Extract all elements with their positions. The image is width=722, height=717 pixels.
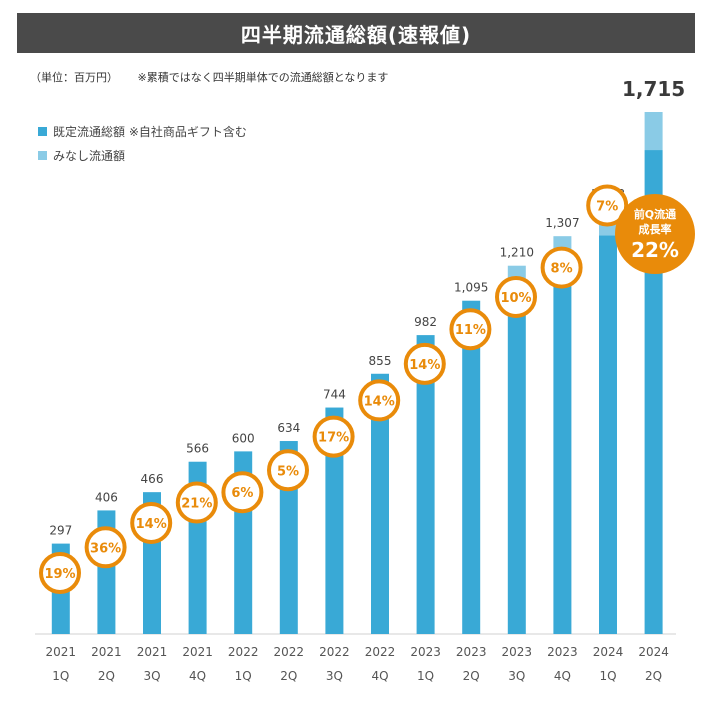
bar-value-label: 1,095 xyxy=(454,281,488,295)
growth-rate-label: 36% xyxy=(90,541,121,556)
growth-rate-label: 11% xyxy=(455,323,486,338)
unit-label: （単位：百万円） xyxy=(30,71,118,84)
callout-value: 22% xyxy=(631,238,679,262)
bar-value-label: 566 xyxy=(186,442,209,456)
legend-swatch-standard xyxy=(38,126,47,136)
legend-item-deemed: みなし流通額 xyxy=(38,145,247,165)
growth-badge xyxy=(495,275,537,318)
bar-value-label: 744 xyxy=(323,388,346,402)
callout-line2: 成長率 xyxy=(639,222,672,236)
legend-label-standard: 既定流通総額 ※自社商品ギフト含む xyxy=(53,124,247,139)
x-tick-quarter: 1Q xyxy=(417,669,434,683)
bar-value-label: 406 xyxy=(95,490,118,504)
x-tick-year: 2024 xyxy=(593,645,624,659)
x-tick-year: 2022 xyxy=(319,645,350,659)
growth-badge xyxy=(130,501,173,544)
x-tick-year: 2023 xyxy=(410,645,441,659)
bar-value-label: 855 xyxy=(369,354,392,368)
bar-standard xyxy=(325,407,344,634)
chart-title: 四半期流通総額(速報値) xyxy=(17,13,695,53)
growth-badge xyxy=(84,526,127,569)
growth-rate-label: 19% xyxy=(44,567,75,582)
x-tick-year: 2022 xyxy=(274,645,305,659)
bar-standard xyxy=(416,335,435,634)
growth-rate-label: 14% xyxy=(136,517,167,532)
growth-rate-label: 7% xyxy=(596,199,618,214)
x-tick-year: 2021 xyxy=(137,645,168,659)
x-tick-quarter: 4Q xyxy=(371,669,388,683)
bar-standard xyxy=(507,283,526,634)
x-tick-quarter: 1Q xyxy=(52,669,69,683)
bar-deemed xyxy=(644,112,663,151)
growth-badge xyxy=(312,415,355,458)
legend-item-standard: 既定流通総額 ※自社商品ギフト含む xyxy=(38,121,247,141)
x-tick-quarter: 1Q xyxy=(235,669,252,683)
bar-value-label: 1,307 xyxy=(545,216,579,230)
x-tick-year: 2022 xyxy=(365,645,396,659)
growth-rate-label: 6% xyxy=(231,486,253,501)
x-tick-year: 2022 xyxy=(228,645,259,659)
bar-standard xyxy=(371,373,389,634)
x-tick-year: 2023 xyxy=(502,645,533,659)
bar-value-label: 1,210 xyxy=(500,246,534,260)
bar-value-label: 982 xyxy=(414,315,437,329)
growth-rate-label: 14% xyxy=(364,394,395,409)
x-tick-year: 2024 xyxy=(638,645,669,659)
x-tick-quarter: 1Q xyxy=(599,669,616,683)
bar-standard xyxy=(462,300,481,634)
bar-value-label: 297 xyxy=(49,524,72,538)
bar-value-label: 634 xyxy=(277,421,300,435)
growth-badge xyxy=(267,449,309,492)
growth-badge xyxy=(358,379,401,422)
legend-label-deemed: みなし流通額 xyxy=(53,148,126,163)
x-tick-year: 2023 xyxy=(547,645,578,659)
growth-badge xyxy=(403,342,446,385)
growth-badge xyxy=(586,184,629,227)
growth-badge xyxy=(175,481,218,524)
growth-rate-label: 21% xyxy=(181,497,212,512)
growth-badge xyxy=(449,308,492,351)
growth-rate-label: 10% xyxy=(500,291,531,306)
x-tick-quarter: 2Q xyxy=(98,669,115,683)
x-tick-year: 2021 xyxy=(91,645,122,659)
x-tick-quarter: 3Q xyxy=(143,669,160,683)
x-tick-quarter: 2Q xyxy=(280,669,297,683)
legend: 既定流通総額 ※自社商品ギフト含む みなし流通額 xyxy=(38,121,247,169)
bar-value-label: 1,715 xyxy=(622,77,685,101)
x-tick-quarter: 4Q xyxy=(189,669,206,683)
bar-value-label: 600 xyxy=(232,431,255,445)
x-tick-quarter: 3Q xyxy=(326,669,343,683)
x-tick-year: 2023 xyxy=(456,645,487,659)
unit-note: （単位：百万円） ※累積ではなく四半期単体での流通総額となります xyxy=(30,69,404,85)
bar-standard xyxy=(553,256,572,634)
x-tick-quarter: 2Q xyxy=(463,669,480,683)
growth-rate-label: 17% xyxy=(318,431,349,446)
growth-badge xyxy=(540,246,583,289)
bar-value-label: 466 xyxy=(141,472,164,486)
x-tick-year: 2021 xyxy=(182,645,213,659)
growth-rate-label: 5% xyxy=(277,464,299,479)
bar-standard xyxy=(599,235,617,635)
growth-rate-label: 8% xyxy=(551,262,573,277)
x-tick-quarter: 2Q xyxy=(645,669,662,683)
x-tick-quarter: 4Q xyxy=(554,669,571,683)
x-tick-year: 2021 xyxy=(46,645,77,659)
growth-callout xyxy=(615,194,695,274)
growth-badge xyxy=(39,552,81,595)
callout-line1: 前Q流通 xyxy=(634,207,676,221)
growth-badge xyxy=(221,471,264,514)
legend-swatch-deemed xyxy=(38,150,47,160)
x-tick-quarter: 3Q xyxy=(508,669,525,683)
scope-note: ※累積ではなく四半期単体での流通総額となります xyxy=(137,71,389,84)
growth-rate-label: 14% xyxy=(409,358,440,373)
